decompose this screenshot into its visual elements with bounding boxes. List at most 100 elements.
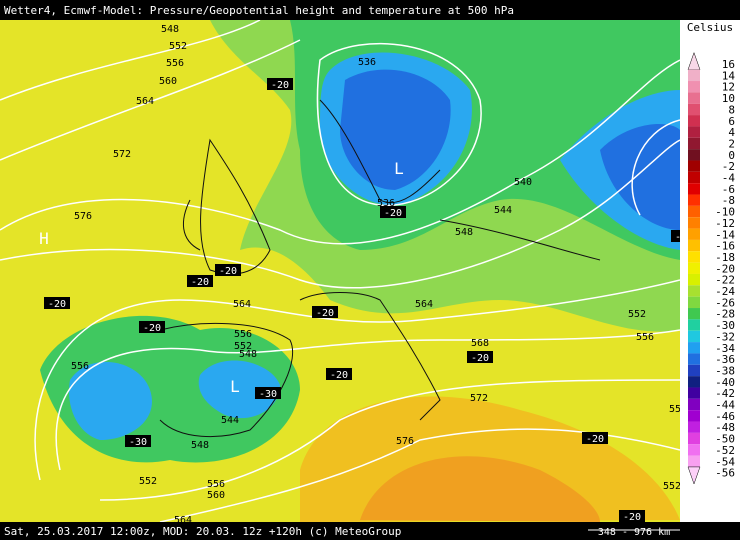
temp-label-box — [312, 306, 338, 318]
temp-label-box — [125, 435, 151, 447]
legend-swatch — [688, 103, 700, 116]
height-label: 556 — [207, 479, 225, 490]
legend-label: 16 — [722, 58, 735, 71]
legend-swatch — [688, 149, 700, 161]
legend-swatch — [688, 273, 700, 286]
color-legend: 1614121086420-2-4-6-8-10-12-14-16-18-20-… — [687, 51, 735, 485]
temp-label-box — [187, 275, 213, 287]
height-label: 552 — [139, 476, 157, 487]
legend-swatch — [688, 285, 700, 297]
legend-label: -18 — [715, 251, 735, 264]
temp-label: -20 — [586, 434, 604, 445]
legend-label: -24 — [715, 285, 735, 298]
legend-swatch — [688, 353, 700, 365]
temp-label: -20 — [48, 299, 66, 310]
legend-label: -28 — [715, 308, 735, 321]
footer-bar — [0, 522, 740, 540]
legend-label: -32 — [715, 330, 735, 343]
legend-label: -50 — [715, 433, 735, 446]
cold-low — [340, 69, 451, 190]
legend-unit: Celsius — [687, 21, 733, 34]
cold-low — [198, 360, 280, 419]
legend-label: -2 — [722, 160, 735, 173]
header-title: Wetter4, Ecmwf-Model: Pressure/Geopotent… — [4, 4, 514, 17]
height-label: 556 — [636, 332, 654, 343]
height-label: 540 — [514, 177, 532, 188]
legend-label: -38 — [715, 364, 735, 377]
legend-label: -46 — [715, 410, 735, 423]
legend-swatch — [688, 376, 700, 388]
legend-swatch — [688, 251, 700, 263]
map — [0, 20, 680, 522]
height-label: 556 — [166, 58, 184, 69]
legend-swatch — [688, 410, 700, 422]
legend-swatch — [688, 217, 700, 229]
legend-swatch — [688, 115, 700, 127]
legend-arrow — [687, 466, 701, 485]
legend-label: -22 — [715, 274, 735, 287]
temp-label: -20 — [623, 512, 641, 523]
coastlines — [159, 99, 601, 438]
legend-label: 4 — [728, 126, 735, 139]
legend-label: -16 — [715, 240, 735, 253]
legend-swatch — [688, 364, 700, 377]
temp-label-box — [44, 297, 70, 309]
height-label: 55 — [669, 404, 681, 415]
legend-swatch — [688, 81, 700, 93]
legend-swatch — [688, 160, 700, 172]
height-label: 568 — [471, 338, 489, 349]
height-label: 552 — [663, 481, 681, 492]
height-label: 552 — [234, 341, 252, 352]
legend-swatch — [688, 205, 700, 218]
temp-label: -20 — [316, 308, 334, 319]
height-label: 552 — [169, 41, 187, 52]
legend-label: 6 — [728, 115, 735, 128]
height-label: 536 — [358, 57, 376, 68]
legend-swatch — [688, 171, 700, 184]
legend-swatch — [688, 194, 700, 206]
cold-low — [69, 361, 152, 440]
legend-label: -14 — [715, 228, 735, 241]
height-label: 548 — [161, 24, 179, 35]
temp-label: -20 — [219, 266, 237, 277]
temp-label-box — [139, 321, 165, 333]
legend-label: -10 — [715, 206, 735, 219]
temp-label-box — [255, 387, 281, 399]
legend-swatch — [688, 228, 700, 240]
temp-label: -20 — [330, 370, 348, 381]
temp-label: -20 — [191, 277, 209, 288]
height-label: 536 — [377, 198, 395, 209]
legend-swatch — [688, 137, 700, 150]
warm-zone — [360, 456, 600, 522]
height-label: 572 — [470, 393, 488, 404]
legend-label: -34 — [715, 342, 735, 355]
temp-label: -30 — [259, 389, 277, 400]
footer-info: Sat, 25.03.2017 12:00z, MOD: 20.03. 12z … — [4, 525, 401, 538]
height-label: 548 — [239, 349, 257, 360]
legend-label: 0 — [728, 149, 735, 162]
legend-label: -56 — [715, 467, 735, 480]
height-label: 564 — [233, 299, 251, 310]
temp-label: -30 — [129, 437, 147, 448]
height-label: 556 — [234, 329, 252, 340]
temp-label-box — [326, 368, 352, 380]
legend-swatch — [688, 387, 700, 399]
legend-label: -52 — [715, 444, 735, 457]
legend-label: 10 — [722, 92, 735, 105]
height-label: 564 — [174, 515, 192, 526]
legend-label: -30 — [715, 319, 735, 332]
legend-label: -54 — [715, 455, 735, 468]
height-label: 564 — [415, 299, 433, 310]
height-label: 560 — [207, 490, 225, 501]
temp-label: -20 — [471, 353, 489, 364]
height-label: 556 — [71, 361, 89, 372]
legend-label: -20 — [715, 262, 735, 275]
legend-label: -8 — [722, 194, 735, 207]
legend-swatch — [688, 308, 700, 320]
temp-label-box — [619, 510, 645, 522]
temp-label: -20 — [143, 323, 161, 334]
legend-swatch — [688, 239, 700, 252]
legend-swatch — [688, 398, 700, 411]
